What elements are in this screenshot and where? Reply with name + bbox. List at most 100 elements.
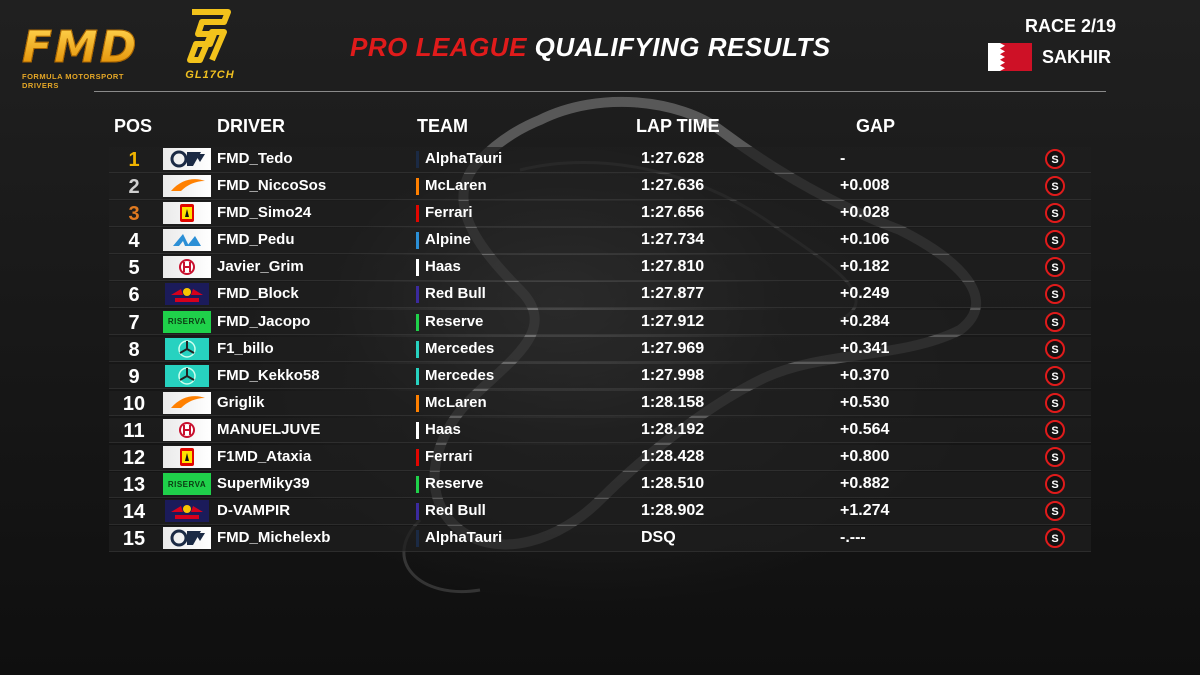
team-color-bar — [416, 259, 419, 277]
team-color-bar — [416, 476, 419, 494]
title-results: QUALIFYING RESULTS — [534, 32, 831, 62]
gap-time: +0.530 — [840, 393, 890, 411]
fmd-logo-subtitle: FORMULA MOTORSPORT DRIVERS — [22, 72, 124, 90]
team-logo-redbull-icon — [163, 500, 211, 523]
fmd-logo-text: FMD — [22, 25, 162, 70]
lap-time: 1:27.877 — [641, 285, 705, 303]
table-row: 10 Griglik McLaren 1:28.158 +0.530 S — [109, 390, 1091, 417]
driver-name: Javier_Grim — [217, 258, 304, 276]
gap-time: - — [840, 150, 846, 167]
lap-time: 1:28.902 — [641, 502, 705, 520]
team-logo-riserva-icon: RISERVA — [163, 473, 211, 496]
driver-name: D-VAMPIR — [217, 502, 291, 520]
column-header-lap-time: LAP TIME — [636, 116, 720, 136]
svg-text:S: S — [1051, 154, 1058, 166]
svg-text:S: S — [1051, 425, 1058, 437]
driver-name: F1MD_Ataxia — [217, 448, 312, 466]
team-name: McLaren — [425, 177, 487, 195]
table-row: 9 FMD_Kekko58 Mercedes 1:27.998 +0.370 S — [109, 363, 1091, 390]
table-row: 8 F1_billo Mercedes 1:27.969 +0.341 S — [109, 336, 1091, 363]
fmd-logo: FMD FORMULA MOTORSPORT DRIVERS — [22, 25, 162, 90]
team-logo-haas-icon — [163, 418, 211, 441]
position-number: 12 — [122, 447, 146, 470]
lap-time: 1:27.734 — [641, 231, 705, 249]
glitch-logo-text: GL17CH — [185, 69, 235, 81]
team-name: Haas — [425, 420, 461, 438]
lap-time: 1:27.969 — [641, 339, 705, 357]
position-number: 7 — [128, 311, 140, 334]
gap-time: -.--- — [840, 529, 866, 547]
position-number: 8 — [128, 338, 140, 361]
sim-platform-icon: S — [1045, 338, 1065, 359]
lap-time: 1:28.192 — [641, 420, 705, 438]
riserva-logo-text: RISERVA — [167, 479, 207, 489]
glitch-logo: GL17CH — [180, 8, 240, 88]
team-logo-alphatauri-icon — [163, 527, 211, 550]
gap-time: +0.249 — [840, 285, 890, 303]
gap-time: +0.882 — [840, 475, 890, 493]
team-name: Ferrari — [425, 204, 473, 222]
lap-time: 1:27.912 — [641, 312, 705, 330]
sim-platform-icon: S — [1045, 284, 1065, 305]
svg-text:S: S — [1051, 344, 1058, 356]
driver-name: Griglik — [217, 393, 265, 411]
position-number: 11 — [123, 419, 145, 442]
sim-platform-icon: S — [1045, 528, 1065, 549]
lap-time: 1:27.656 — [641, 204, 705, 222]
lap-time: 1:27.628 — [641, 150, 705, 167]
gap-time: +0.028 — [840, 204, 890, 222]
team-color-bar — [416, 530, 419, 548]
sim-platform-icon: S — [1045, 474, 1065, 495]
results-table: 1 FMD_Tedo AlphaTauri 1:27.628 - S 2 FMD_NiccoS… — [109, 147, 1091, 553]
svg-text:S: S — [1051, 181, 1058, 193]
team-color-bar — [416, 313, 419, 331]
table-row: 1 FMD_Tedo AlphaTauri 1:27.628 - S — [109, 147, 1091, 173]
column-header-gap: GAP — [856, 116, 896, 136]
team-name: Haas — [425, 258, 461, 276]
team-color-bar — [416, 340, 419, 358]
gap-time: +0.182 — [840, 258, 890, 276]
team-logo-mercedes-icon — [163, 337, 211, 360]
sim-platform-icon: S — [1045, 419, 1065, 440]
team-logo-riserva-icon: RISERVA — [163, 310, 211, 333]
riserva-logo-text: RISERVA — [167, 317, 207, 327]
driver-name: FMD_Tedo — [217, 150, 293, 167]
position-number: 15 — [122, 528, 146, 551]
lap-time: 1:27.998 — [641, 366, 705, 384]
table-row: 15 FMD_Michelexb AlphaTauri DSQ -.--- S — [109, 526, 1091, 552]
team-name: Reserve — [425, 475, 484, 493]
title-league: PRO LEAGUE — [350, 32, 527, 62]
team-logo-alpine-icon — [163, 229, 211, 252]
table-row: 2 FMD_NiccoSos McLaren 1:27.636 +0.008 S — [109, 174, 1091, 200]
team-color-bar — [416, 394, 419, 412]
team-color-bar — [416, 503, 419, 521]
team-name: Reserve — [425, 312, 484, 330]
svg-text:S: S — [1051, 371, 1058, 383]
team-color-bar — [416, 178, 419, 196]
lap-time: 1:28.510 — [641, 475, 705, 493]
position-number: 3 — [128, 203, 140, 226]
table-row: 11 MANUELJUVE Haas 1:28.192 +0.564 S — [109, 417, 1091, 444]
team-logo-mclaren-icon — [163, 391, 211, 414]
driver-name: FMD_Jacopo — [217, 312, 311, 330]
team-color-bar — [416, 367, 419, 385]
table-row: 6 FMD_Block Red Bull 1:27.877 +0.249 S — [109, 282, 1091, 308]
table-row: 12 F1MD_Ataxia Ferrari 1:28.428 +0.800 S — [109, 445, 1091, 471]
column-header-team: TEAM — [417, 116, 468, 136]
table-row: 7 RISERVA FMD_Jacopo Reserve 1:27.912 +0.284 S — [109, 309, 1091, 336]
lap-time: 1:28.158 — [641, 393, 705, 411]
team-name: AlphaTauri — [425, 150, 503, 167]
sim-platform-icon: S — [1045, 203, 1065, 224]
team-color-bar — [416, 421, 419, 439]
position-number: 9 — [128, 365, 140, 388]
svg-text:S: S — [1051, 398, 1058, 410]
team-color-bar — [416, 151, 419, 168]
svg-text:S: S — [1051, 506, 1058, 518]
team-logo-ferrari-icon — [163, 202, 211, 225]
team-name: Red Bull — [425, 285, 486, 303]
glitch-logo-mark-icon — [187, 9, 231, 63]
gap-time: +0.564 — [840, 420, 890, 438]
sim-platform-icon: S — [1045, 501, 1065, 522]
driver-name: FMD_Kekko58 — [217, 366, 320, 384]
header: FMD FORMULA MOTORSPORT DRIVERS GL17CH PR… — [0, 0, 1200, 92]
